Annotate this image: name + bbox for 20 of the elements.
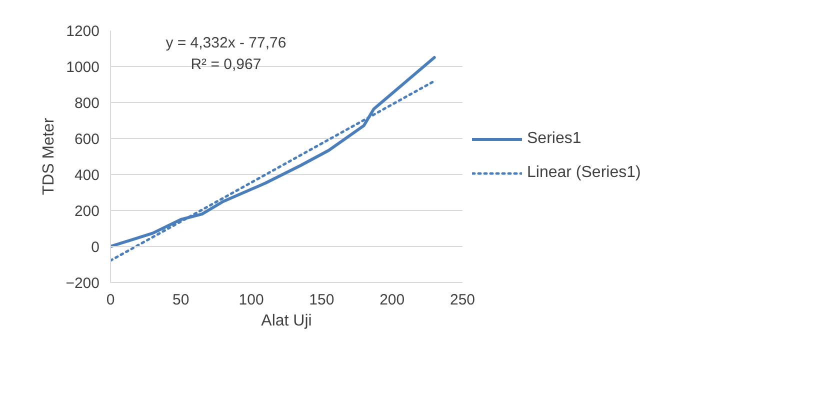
legend-label: Series1: [527, 130, 582, 148]
y-tick-label: 1000: [66, 59, 100, 76]
x-tick-label: 0: [106, 292, 115, 308]
annotation: y = 4,332x - 77,76: [166, 34, 286, 52]
legend-label: Linear (Series1): [527, 164, 641, 182]
x-tick-label: 200: [380, 292, 405, 308]
x-axis-title: Alat Uji: [261, 312, 312, 330]
y-axis-title: TDS Meter: [40, 117, 58, 196]
y-tick-label: 0: [91, 239, 100, 256]
y-tick-label: 800: [74, 95, 100, 112]
annotation: R² = 0,967: [190, 56, 262, 74]
x-tick-label: 150: [309, 292, 334, 308]
x-tick-label: 50: [172, 292, 190, 308]
x-tick-label: 250: [450, 292, 476, 308]
y-tick-label: 400: [74, 167, 100, 184]
y-tick-label: −200: [66, 275, 100, 292]
y-tick-label: 600: [74, 131, 100, 148]
y-tick-label: 1200: [66, 23, 100, 40]
y-tick-label: 200: [74, 203, 100, 220]
x-tick-label: 100: [238, 292, 264, 308]
